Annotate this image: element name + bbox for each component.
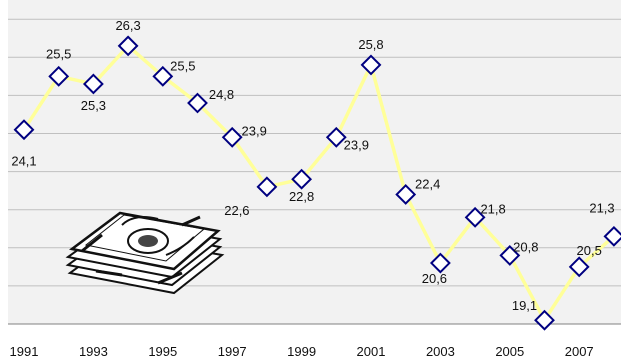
x-tick-label: 2003 [426, 344, 455, 359]
data-labels: 24,1 25,5 25,3 26,3 25,5 24,8 23,9 22,6 22,8 23,9… [11, 18, 614, 313]
data-label: 25,3 [81, 98, 106, 113]
data-label: 21,3 [589, 200, 614, 215]
x-tick-label: 2005 [495, 344, 524, 359]
data-point-marker [82, 73, 104, 95]
data-point-marker [325, 126, 347, 148]
data-label: 26,3 [115, 18, 140, 33]
data-point-marker [534, 309, 555, 331]
data-point-marker [603, 225, 621, 247]
data-label: 25,5 [170, 58, 195, 73]
data-point-marker [117, 35, 139, 57]
data-label: 22,6 [224, 203, 249, 218]
data-label: 20,6 [422, 271, 447, 286]
data-point-marker [256, 176, 278, 198]
series-line [22, 44, 616, 322]
money-stack-icon [65, 211, 225, 295]
data-point-marker [13, 119, 35, 141]
data-label: 19,1 [512, 298, 537, 313]
data-label: 20,8 [513, 239, 538, 254]
data-point-marker [499, 245, 521, 266]
data-point-marker [464, 206, 486, 228]
x-tick-label: 1997 [218, 344, 247, 359]
data-point-marker [152, 65, 174, 87]
data-point-marker [291, 168, 313, 190]
data-point-marker [360, 54, 382, 76]
data-label: 24,1 [11, 154, 36, 169]
x-tick-label: 2007 [565, 344, 594, 359]
data-label: 25,5 [46, 46, 71, 61]
data-point-marker [395, 184, 417, 205]
data-label: 25,8 [358, 37, 383, 52]
x-tick-label: 1995 [148, 344, 177, 359]
data-label: 24,8 [209, 87, 234, 102]
x-tick-label: 2001 [357, 344, 386, 359]
data-point-marker [568, 256, 590, 278]
data-label: 23,9 [242, 123, 267, 138]
data-point-marker [221, 126, 243, 148]
data-label: 22,4 [415, 176, 440, 191]
data-label: 23,9 [344, 137, 369, 152]
data-label: 22,8 [289, 189, 314, 204]
data-point-marker [429, 252, 451, 274]
x-axis-tick-labels: 1991 1993 1995 1997 1999 2001 2003 2005 2007 [10, 344, 594, 359]
data-point-marker [48, 65, 70, 87]
data-label: 21,8 [480, 201, 505, 216]
x-tick-label: 1999 [287, 344, 316, 359]
series-markers [13, 35, 621, 331]
x-tick-label: 1993 [79, 344, 108, 359]
x-tick-label: 1991 [10, 344, 39, 359]
data-point-marker [187, 92, 208, 114]
data-label: 20,5 [577, 243, 602, 258]
